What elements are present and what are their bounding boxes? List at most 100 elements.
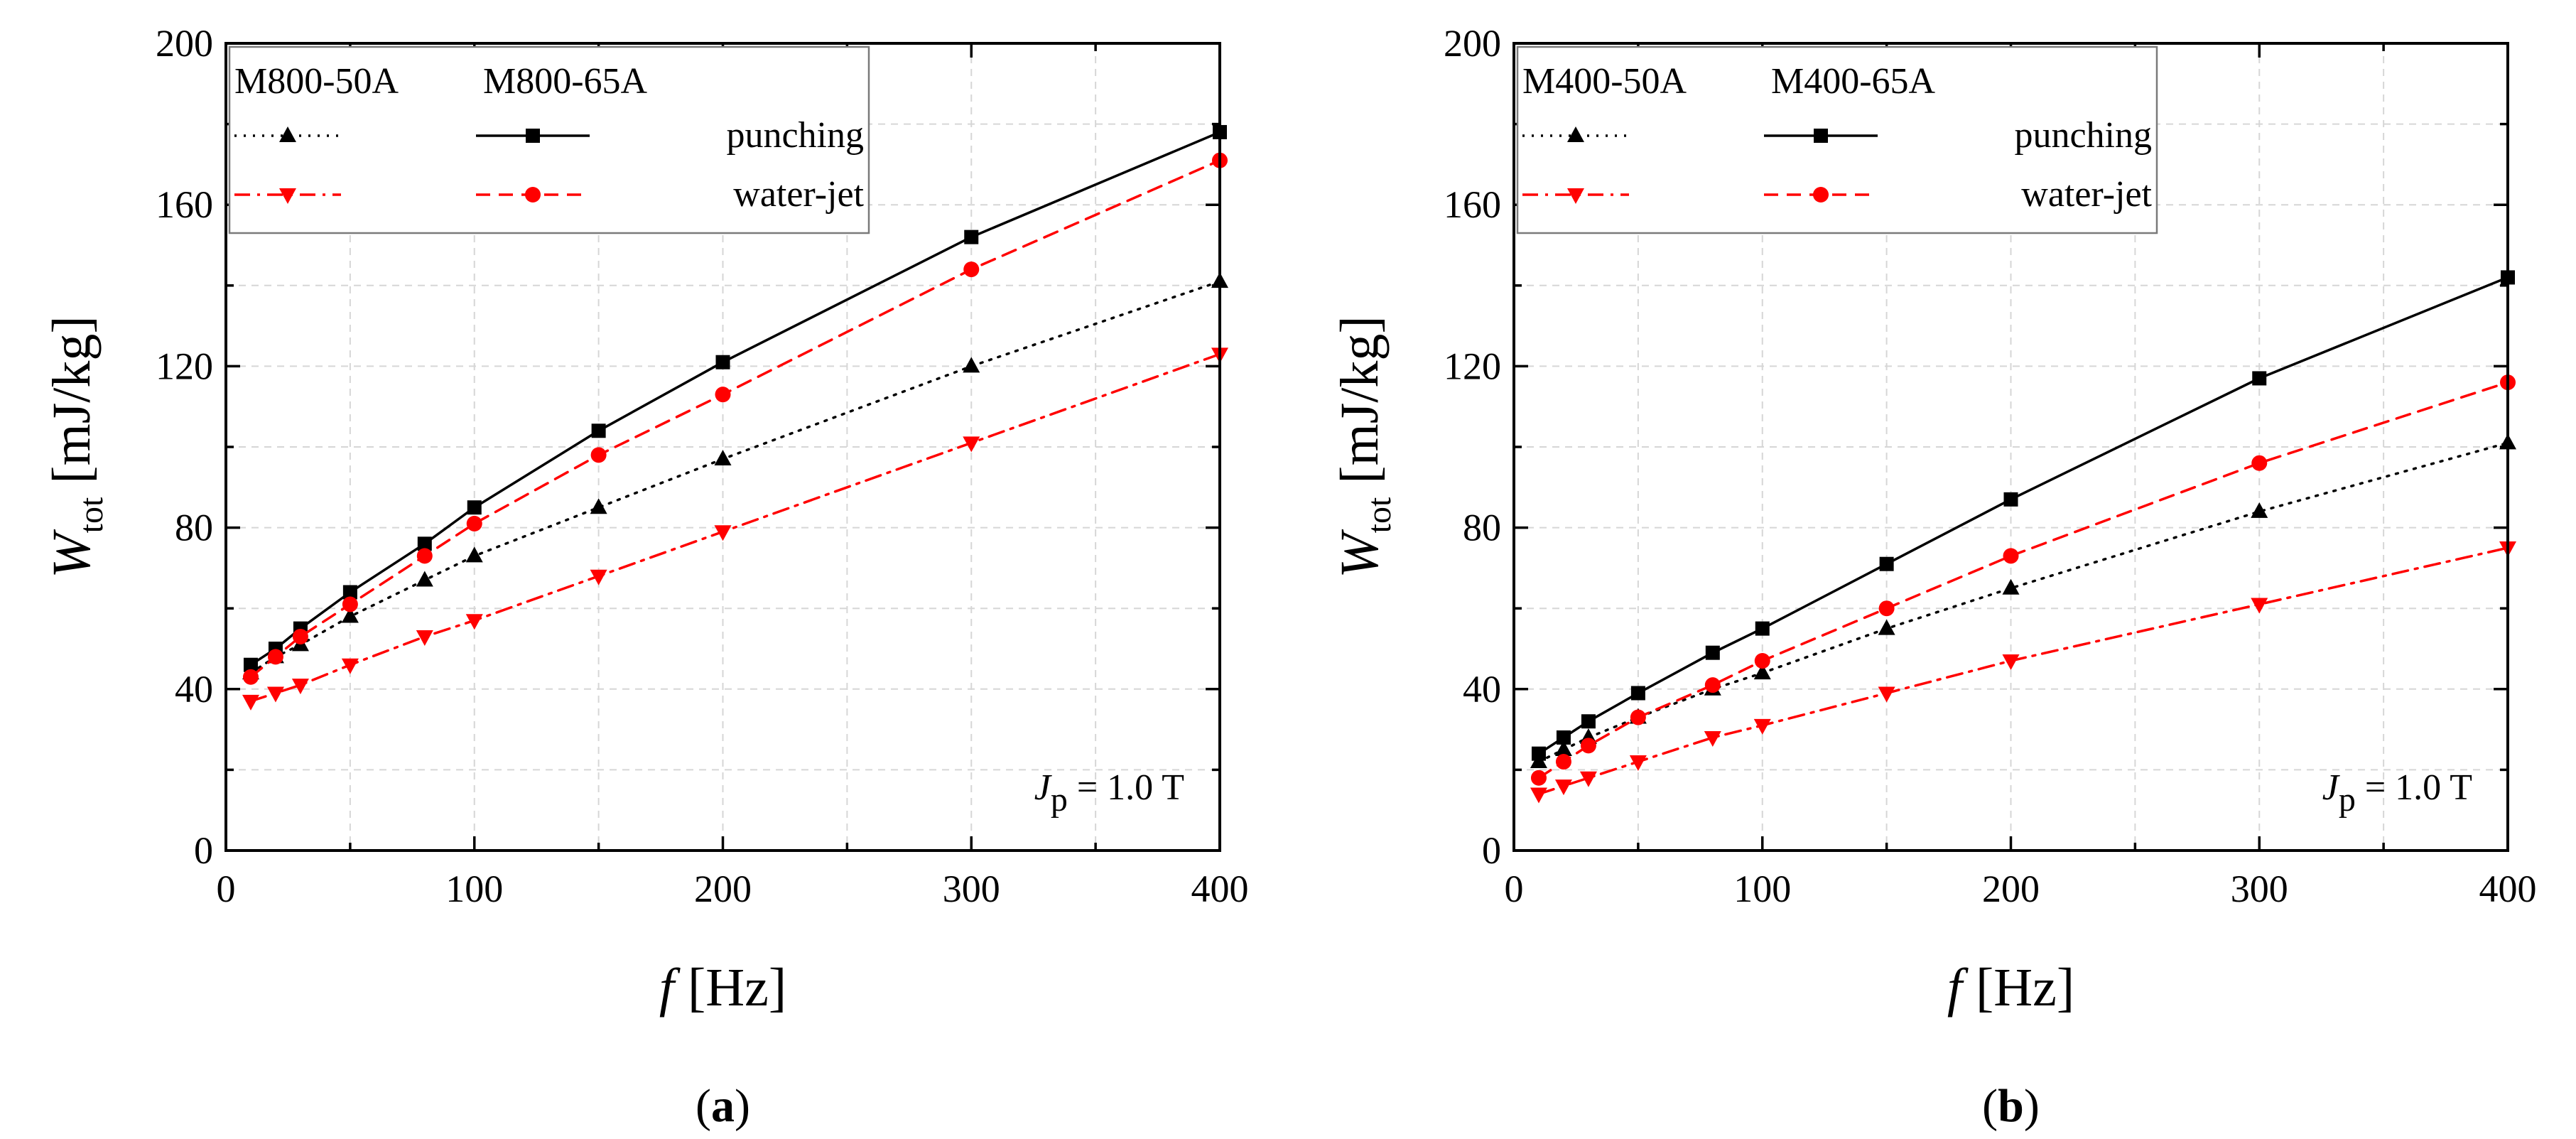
chart-panel-b: 0 100 200 300 400 0 40 80 120 160 200 f [Hz] Wtot [m… — [1330, 22, 2537, 1132]
x-tick-label: 400 — [1191, 868, 1249, 910]
data-point — [1878, 619, 1895, 635]
y-tick-label: 160 — [156, 183, 213, 226]
legend-marker — [525, 187, 541, 203]
data-point — [465, 614, 483, 630]
data-point — [1554, 740, 1572, 756]
data-point — [416, 548, 433, 564]
series-line — [1537, 546, 2509, 796]
data-point — [1704, 677, 1721, 693]
data-point — [590, 498, 607, 514]
chart-panel-a: 0 100 200 300 400 0 40 80 120 160 200 f [Hz] Wtot [m… — [42, 22, 1249, 1132]
legend-label-punching: punching — [2014, 115, 2152, 156]
data-point — [963, 357, 980, 373]
data-point — [341, 607, 359, 623]
legend-label-water-jet: water-jet — [2021, 174, 2152, 215]
panel-a-annotation: Jp = 1.0 T — [1034, 767, 1184, 819]
legend-header-col1: M400-50A — [1522, 61, 1687, 102]
y-tick-label: 80 — [1463, 507, 1501, 549]
y-axis-label: Wtot [mJ/kg] — [1330, 315, 1398, 578]
series-line — [1537, 381, 2509, 779]
x-tick-label: 300 — [943, 868, 1000, 910]
legend-marker — [279, 126, 296, 142]
y-tick-label: 40 — [1463, 668, 1501, 711]
legend-header-col2: M800-65A — [483, 61, 648, 102]
x-axis-label: f [Hz] — [659, 958, 786, 1017]
panel-b-series-1 — [1531, 270, 2515, 761]
y-tick-label: 200 — [1444, 22, 1501, 65]
data-point — [1555, 754, 1571, 770]
data-point — [2251, 502, 2268, 518]
panel-b-series-3 — [1530, 374, 2516, 786]
y-tick-label: 80 — [175, 507, 213, 549]
panel-b-annotation: Jp = 1.0 T — [2322, 767, 2472, 819]
data-point — [2002, 654, 2020, 671]
data-point — [465, 546, 483, 563]
panel-b-label: (b) — [1982, 1080, 2040, 1132]
panel-a-label: (a) — [696, 1080, 750, 1132]
x-tick-label: 300 — [2231, 868, 2288, 910]
series-line — [249, 352, 1221, 703]
data-point — [1629, 755, 1647, 772]
series-line — [1537, 276, 2509, 755]
data-point — [2251, 455, 2268, 471]
x-tick-label: 100 — [445, 868, 503, 910]
data-point — [714, 450, 732, 466]
data-point — [292, 628, 308, 644]
series-line — [249, 280, 1221, 674]
data-point — [416, 571, 433, 587]
data-point — [1530, 770, 1547, 786]
data-point — [591, 423, 606, 438]
data-point — [714, 525, 732, 541]
data-point — [467, 500, 482, 515]
data-point — [242, 694, 259, 711]
data-point — [341, 658, 359, 674]
data-point — [1753, 664, 1771, 680]
data-point — [1754, 653, 1770, 669]
y-tick-label: 0 — [194, 829, 213, 872]
legend-label-punching: punching — [726, 115, 864, 156]
panel-b-legend: M400-50A M400-65A punching water-jet — [1516, 45, 2158, 234]
panel-a-legend: M800-50A M800-65A punching water-jet — [228, 45, 870, 234]
panel-a-plot-frame — [224, 42, 1221, 852]
x-tick-label: 400 — [2479, 868, 2537, 910]
legend-box — [1516, 45, 2158, 234]
data-point — [1755, 621, 1770, 636]
series-line — [249, 131, 1221, 666]
panel-b-series-0 — [1530, 433, 2516, 769]
x-tick-label: 200 — [694, 868, 752, 910]
legend-marker — [526, 129, 540, 143]
data-point — [342, 596, 358, 612]
data-point — [1879, 556, 1894, 571]
data-point — [963, 261, 980, 278]
data-point — [342, 585, 357, 600]
panel-a-series-0 — [242, 272, 1228, 680]
data-point — [243, 657, 258, 672]
data-point — [1580, 738, 1596, 754]
panel-a-series-2 — [242, 347, 1228, 711]
data-point — [1554, 779, 1572, 796]
legend-header-col2: M400-65A — [1771, 61, 1936, 102]
data-point — [715, 387, 731, 403]
y-tick-label: 40 — [175, 668, 213, 711]
data-point — [1705, 645, 1720, 660]
y-tick-label: 0 — [1482, 829, 1501, 872]
legend-marker — [279, 188, 296, 204]
data-point — [715, 355, 730, 369]
data-point — [1579, 771, 1597, 787]
data-point — [1753, 718, 1771, 735]
data-point — [2003, 492, 2018, 507]
data-point — [1531, 746, 1546, 761]
y-tick-label: 120 — [1444, 345, 1501, 387]
data-point — [1878, 686, 1895, 703]
data-point — [2002, 578, 2020, 595]
legend-marker — [1813, 187, 1829, 203]
data-point — [1556, 730, 1571, 745]
data-point — [963, 436, 980, 453]
data-point — [242, 669, 259, 685]
x-axis-label: f [Hz] — [1947, 958, 2074, 1017]
data-point — [416, 630, 433, 646]
data-point — [2251, 598, 2268, 614]
legend-header-col1: M800-50A — [234, 61, 399, 102]
data-point — [1630, 709, 1646, 725]
legend-marker — [1567, 188, 1584, 204]
